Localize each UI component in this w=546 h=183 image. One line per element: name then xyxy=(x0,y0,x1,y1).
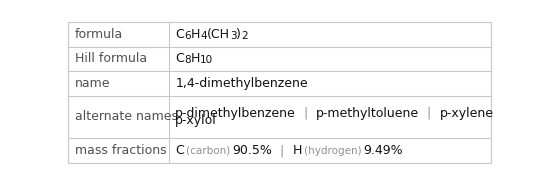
Text: ): ) xyxy=(236,28,241,41)
Text: 8: 8 xyxy=(184,55,191,65)
Text: 4: 4 xyxy=(200,31,207,41)
Text: Hill formula: Hill formula xyxy=(75,52,147,65)
Text: 1,4-dimethylbenzene: 1,4-dimethylbenzene xyxy=(175,77,308,90)
Text: 9.49%: 9.49% xyxy=(364,144,403,157)
Text: (carbon): (carbon) xyxy=(184,146,233,156)
Text: |: | xyxy=(296,107,316,119)
Text: p-xylene: p-xylene xyxy=(440,107,494,119)
Text: C: C xyxy=(175,28,184,41)
Text: |: | xyxy=(419,107,440,119)
Text: 3: 3 xyxy=(230,31,236,41)
Text: C: C xyxy=(175,144,184,157)
Text: 90.5%: 90.5% xyxy=(233,144,272,157)
Text: alternate names: alternate names xyxy=(75,111,177,124)
Text: p-xylol: p-xylol xyxy=(175,114,217,127)
Text: 6: 6 xyxy=(184,31,191,41)
Text: p-dimethylbenzene: p-dimethylbenzene xyxy=(175,107,296,119)
Text: 2: 2 xyxy=(241,31,248,41)
Text: C: C xyxy=(175,52,184,65)
Text: p-methyltoluene: p-methyltoluene xyxy=(316,107,419,119)
Text: 10: 10 xyxy=(200,55,213,65)
Text: (hydrogen): (hydrogen) xyxy=(302,146,364,156)
Text: H: H xyxy=(191,28,200,41)
Text: H: H xyxy=(191,52,200,65)
Text: |: | xyxy=(272,144,293,157)
Text: H: H xyxy=(293,144,302,157)
Text: mass fractions: mass fractions xyxy=(75,144,166,157)
Text: name: name xyxy=(75,77,110,90)
Text: (CH: (CH xyxy=(207,28,230,41)
Text: formula: formula xyxy=(75,28,123,41)
